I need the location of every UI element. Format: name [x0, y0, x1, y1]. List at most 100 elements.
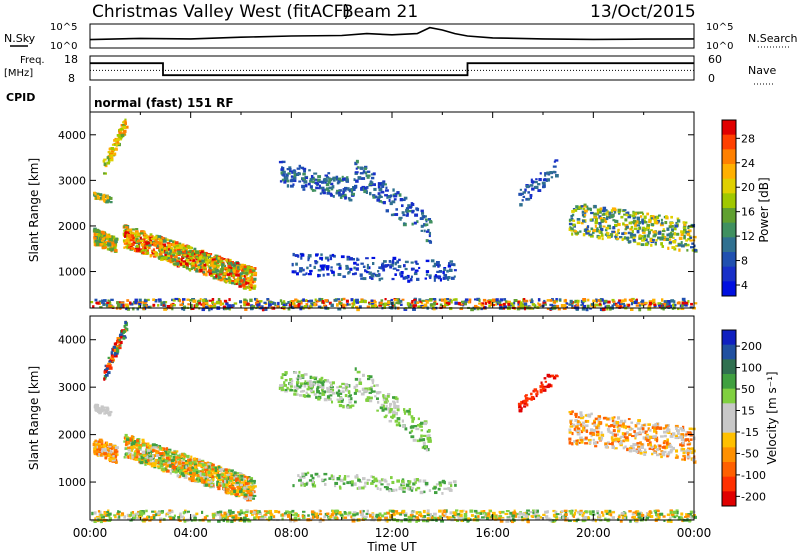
scatter-cell [306, 266, 309, 270]
scatter-cell [340, 255, 345, 259]
scatter-cell [383, 401, 388, 404]
scatter-cell [606, 307, 609, 311]
scatter-cell [176, 260, 179, 264]
scatter-cell [399, 272, 402, 276]
scatter-cell [109, 449, 113, 452]
scatter-cell [555, 298, 558, 301]
scatter-cell [642, 219, 646, 222]
scatter-cell [450, 276, 455, 280]
scatter-cell [362, 170, 366, 174]
scatter-cell [186, 245, 191, 248]
scatter-cell [421, 306, 425, 309]
scatter-cell [111, 458, 116, 462]
scatter-cell [380, 403, 385, 406]
scatter-cell [596, 208, 601, 212]
scatter-cell [624, 232, 628, 235]
scatter-cell [410, 429, 414, 433]
scatter-cell [108, 196, 113, 200]
scatter-cell [346, 258, 351, 261]
scatter-cell [181, 464, 185, 467]
scatter-cell [378, 200, 382, 203]
scatter-cell [161, 468, 165, 471]
scatter-cell [200, 253, 204, 257]
scatter-cell [160, 455, 165, 459]
scatter-cell [210, 262, 214, 265]
scatter-cell [580, 299, 585, 304]
scatter-cell [101, 197, 106, 201]
scatter-cell [411, 420, 415, 423]
scatter-cell [331, 400, 334, 404]
scatter-cell [677, 307, 680, 311]
scatter-cell [586, 304, 590, 308]
scatter-cell [235, 481, 240, 485]
scatter-cell [100, 443, 104, 446]
scatter-cell [591, 422, 594, 425]
scatter-cell [248, 287, 252, 291]
scatter-cell [505, 300, 508, 303]
scatter-cell [256, 298, 259, 301]
scatter-cell [313, 393, 317, 396]
scatter-cell [370, 475, 374, 478]
scatter-cell [98, 451, 102, 455]
scatter-cell [572, 223, 576, 227]
scatter-cell [409, 278, 413, 282]
scatter-cell [160, 461, 164, 464]
scatter-cell [182, 255, 186, 258]
scatter-cell [519, 188, 522, 191]
scatter-cell [398, 487, 403, 491]
scatter-cell [361, 486, 365, 490]
scatter-cell [318, 184, 321, 188]
scatter-cell [184, 262, 189, 266]
scatter-cell [344, 394, 348, 398]
scatter-cell [363, 167, 367, 170]
scatter-cell [300, 382, 304, 385]
scatter-cell [327, 380, 330, 383]
scatter-cell [248, 495, 252, 499]
scatter-cell [427, 218, 432, 221]
scatter-cell [144, 460, 148, 464]
scatter-cell [422, 215, 426, 219]
scatter-cell [614, 235, 618, 238]
scatter-cell [243, 265, 247, 269]
scatter-cell [333, 299, 338, 302]
scatter-cell [447, 302, 451, 306]
scatter-cell [190, 267, 193, 271]
scatter-cell [106, 371, 111, 375]
scatter-cell [494, 300, 498, 303]
scatter-cell [342, 482, 346, 485]
scatter-cell [223, 476, 227, 481]
scatter-cell [114, 454, 117, 458]
scatter-cell [591, 218, 594, 222]
scatter-cell [693, 302, 698, 305]
scatter-cell [101, 237, 105, 241]
scatter-cell [349, 405, 353, 409]
scatter-cell [95, 243, 100, 247]
scatter-cell [177, 458, 181, 461]
scatter-cell [683, 236, 686, 240]
scatter-cell [114, 147, 118, 150]
scatter-cell [217, 256, 220, 260]
scatter-cell [657, 231, 662, 235]
scatter-cell [350, 483, 354, 487]
scatter-cell [173, 252, 176, 255]
freq-unit-label: [MHz] [4, 68, 33, 79]
scatter-cell [321, 478, 324, 482]
scatter-cell [222, 305, 227, 309]
scatter-cell [165, 469, 170, 473]
scatter-cell [662, 307, 665, 311]
scatter-cell [645, 433, 649, 436]
scatter-cell [199, 258, 203, 262]
scatter-cell [318, 180, 323, 184]
scatter-cell [125, 234, 128, 237]
scatter-cell [248, 497, 253, 501]
scatter-cell [660, 435, 664, 438]
scatter-cell [564, 298, 567, 302]
scatter-cell [565, 306, 568, 309]
scatter-cell [174, 241, 179, 245]
scatter-cell [391, 261, 395, 265]
scatter-cell [365, 174, 368, 177]
scatter-cell [127, 446, 130, 450]
scatter-cell [629, 232, 634, 236]
scatter-cell [317, 380, 321, 384]
scatter-cell [425, 239, 429, 243]
